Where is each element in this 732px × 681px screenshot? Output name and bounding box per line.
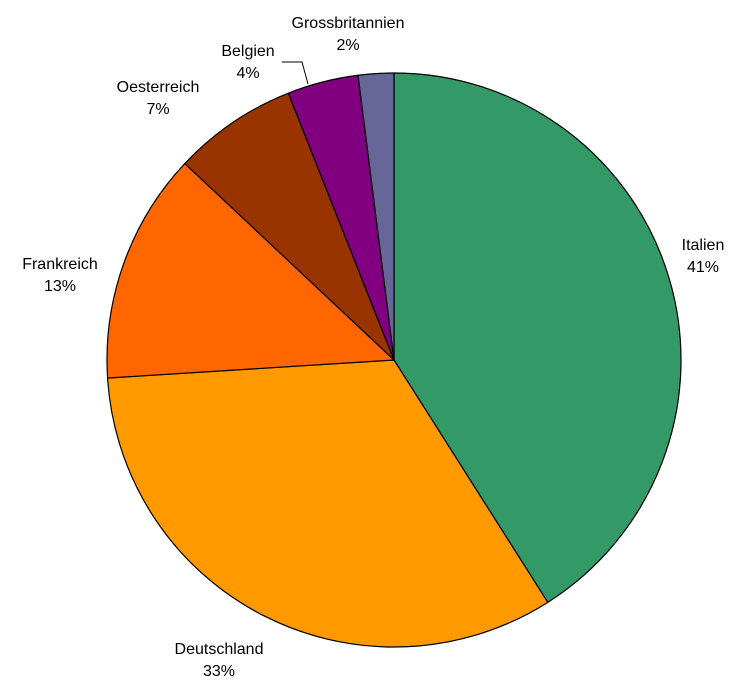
slice-value-italien: 41%	[687, 259, 719, 276]
slice-italien	[393, 72, 682, 603]
slice-oesterreich	[184, 92, 395, 361]
leader-lines	[282, 61, 309, 85]
slice-label-frankreich: Frankreich	[22, 256, 98, 273]
slice-deutschland	[106, 359, 549, 648]
slice-label-italien: Italien	[682, 237, 725, 254]
slice-grossbritannien	[357, 72, 395, 361]
slice-value-frankreich: 13%	[44, 278, 76, 295]
slice-value-oesterreich: 7%	[146, 101, 169, 118]
slice-value-belgien: 4%	[236, 65, 259, 82]
leader-line-belgien	[282, 61, 309, 85]
slice-label-deutschland: Deutschland	[175, 641, 264, 658]
slice-frankreich	[106, 162, 395, 379]
slice-label-grossbritannien: Grossbritannien	[292, 15, 405, 32]
pie-slices	[106, 72, 682, 648]
slice-label-oesterreich: Oesterreich	[117, 79, 200, 96]
slice-label-belgien: Belgien	[221, 43, 274, 60]
slice-value-grossbritannien: 2%	[336, 37, 359, 54]
slice-labels: Italien 41% Deutschland 33% Frankreich 13% Oes…	[22, 15, 724, 680]
slice-value-deutschland: 33%	[203, 663, 235, 680]
